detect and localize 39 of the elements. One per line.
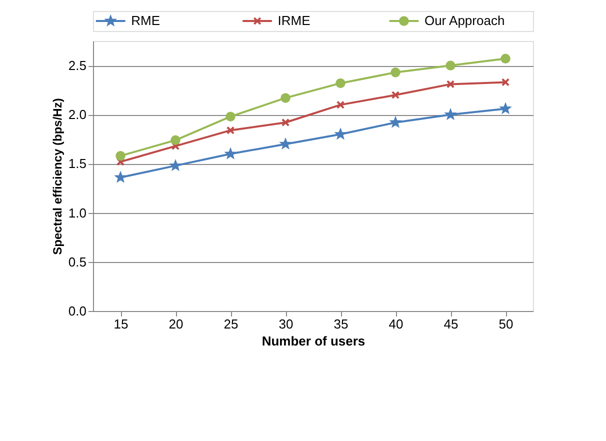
point <box>390 118 400 127</box>
x-tick-label: 50 <box>498 316 514 332</box>
point <box>446 110 456 119</box>
x-tick-label: 45 <box>444 316 458 332</box>
point <box>336 78 346 88</box>
point <box>391 90 400 100</box>
x-tick-label: 20 <box>168 316 184 332</box>
x-tick-label: 25 <box>224 316 238 332</box>
point <box>390 68 400 78</box>
y-tick-label: 0.5 <box>68 254 86 270</box>
point <box>500 54 510 64</box>
point <box>501 78 510 86</box>
y-tick-label: 1.5 <box>68 156 86 172</box>
point <box>226 126 235 134</box>
legend-label: RME <box>131 13 160 28</box>
point <box>280 139 290 148</box>
point <box>500 104 510 113</box>
legend-label: Our Approach <box>424 13 505 28</box>
point <box>170 135 180 146</box>
y-axis-title: Spectral efficiency (bps/Hz) <box>50 98 64 255</box>
y-tick-label: 2.5 <box>68 58 86 74</box>
x-tick-label: 15 <box>114 316 128 332</box>
point <box>280 93 290 103</box>
point <box>446 80 455 88</box>
x-tick-label: 30 <box>278 316 294 332</box>
point <box>170 160 180 170</box>
y-tick-label: 1.0 <box>68 205 86 220</box>
y-tick-label: 2.0 <box>68 107 86 122</box>
point <box>336 100 345 109</box>
point <box>446 60 456 70</box>
point <box>281 118 290 127</box>
point <box>226 112 236 122</box>
y-tick-label: 0.0 <box>68 304 86 318</box>
point <box>116 151 126 161</box>
legend-label: IRME <box>278 13 311 28</box>
point <box>336 129 346 138</box>
x-tick-label: 40 <box>388 316 404 332</box>
x-axis-title: Number of users <box>262 334 366 348</box>
x-tick-label: 35 <box>334 316 348 332</box>
